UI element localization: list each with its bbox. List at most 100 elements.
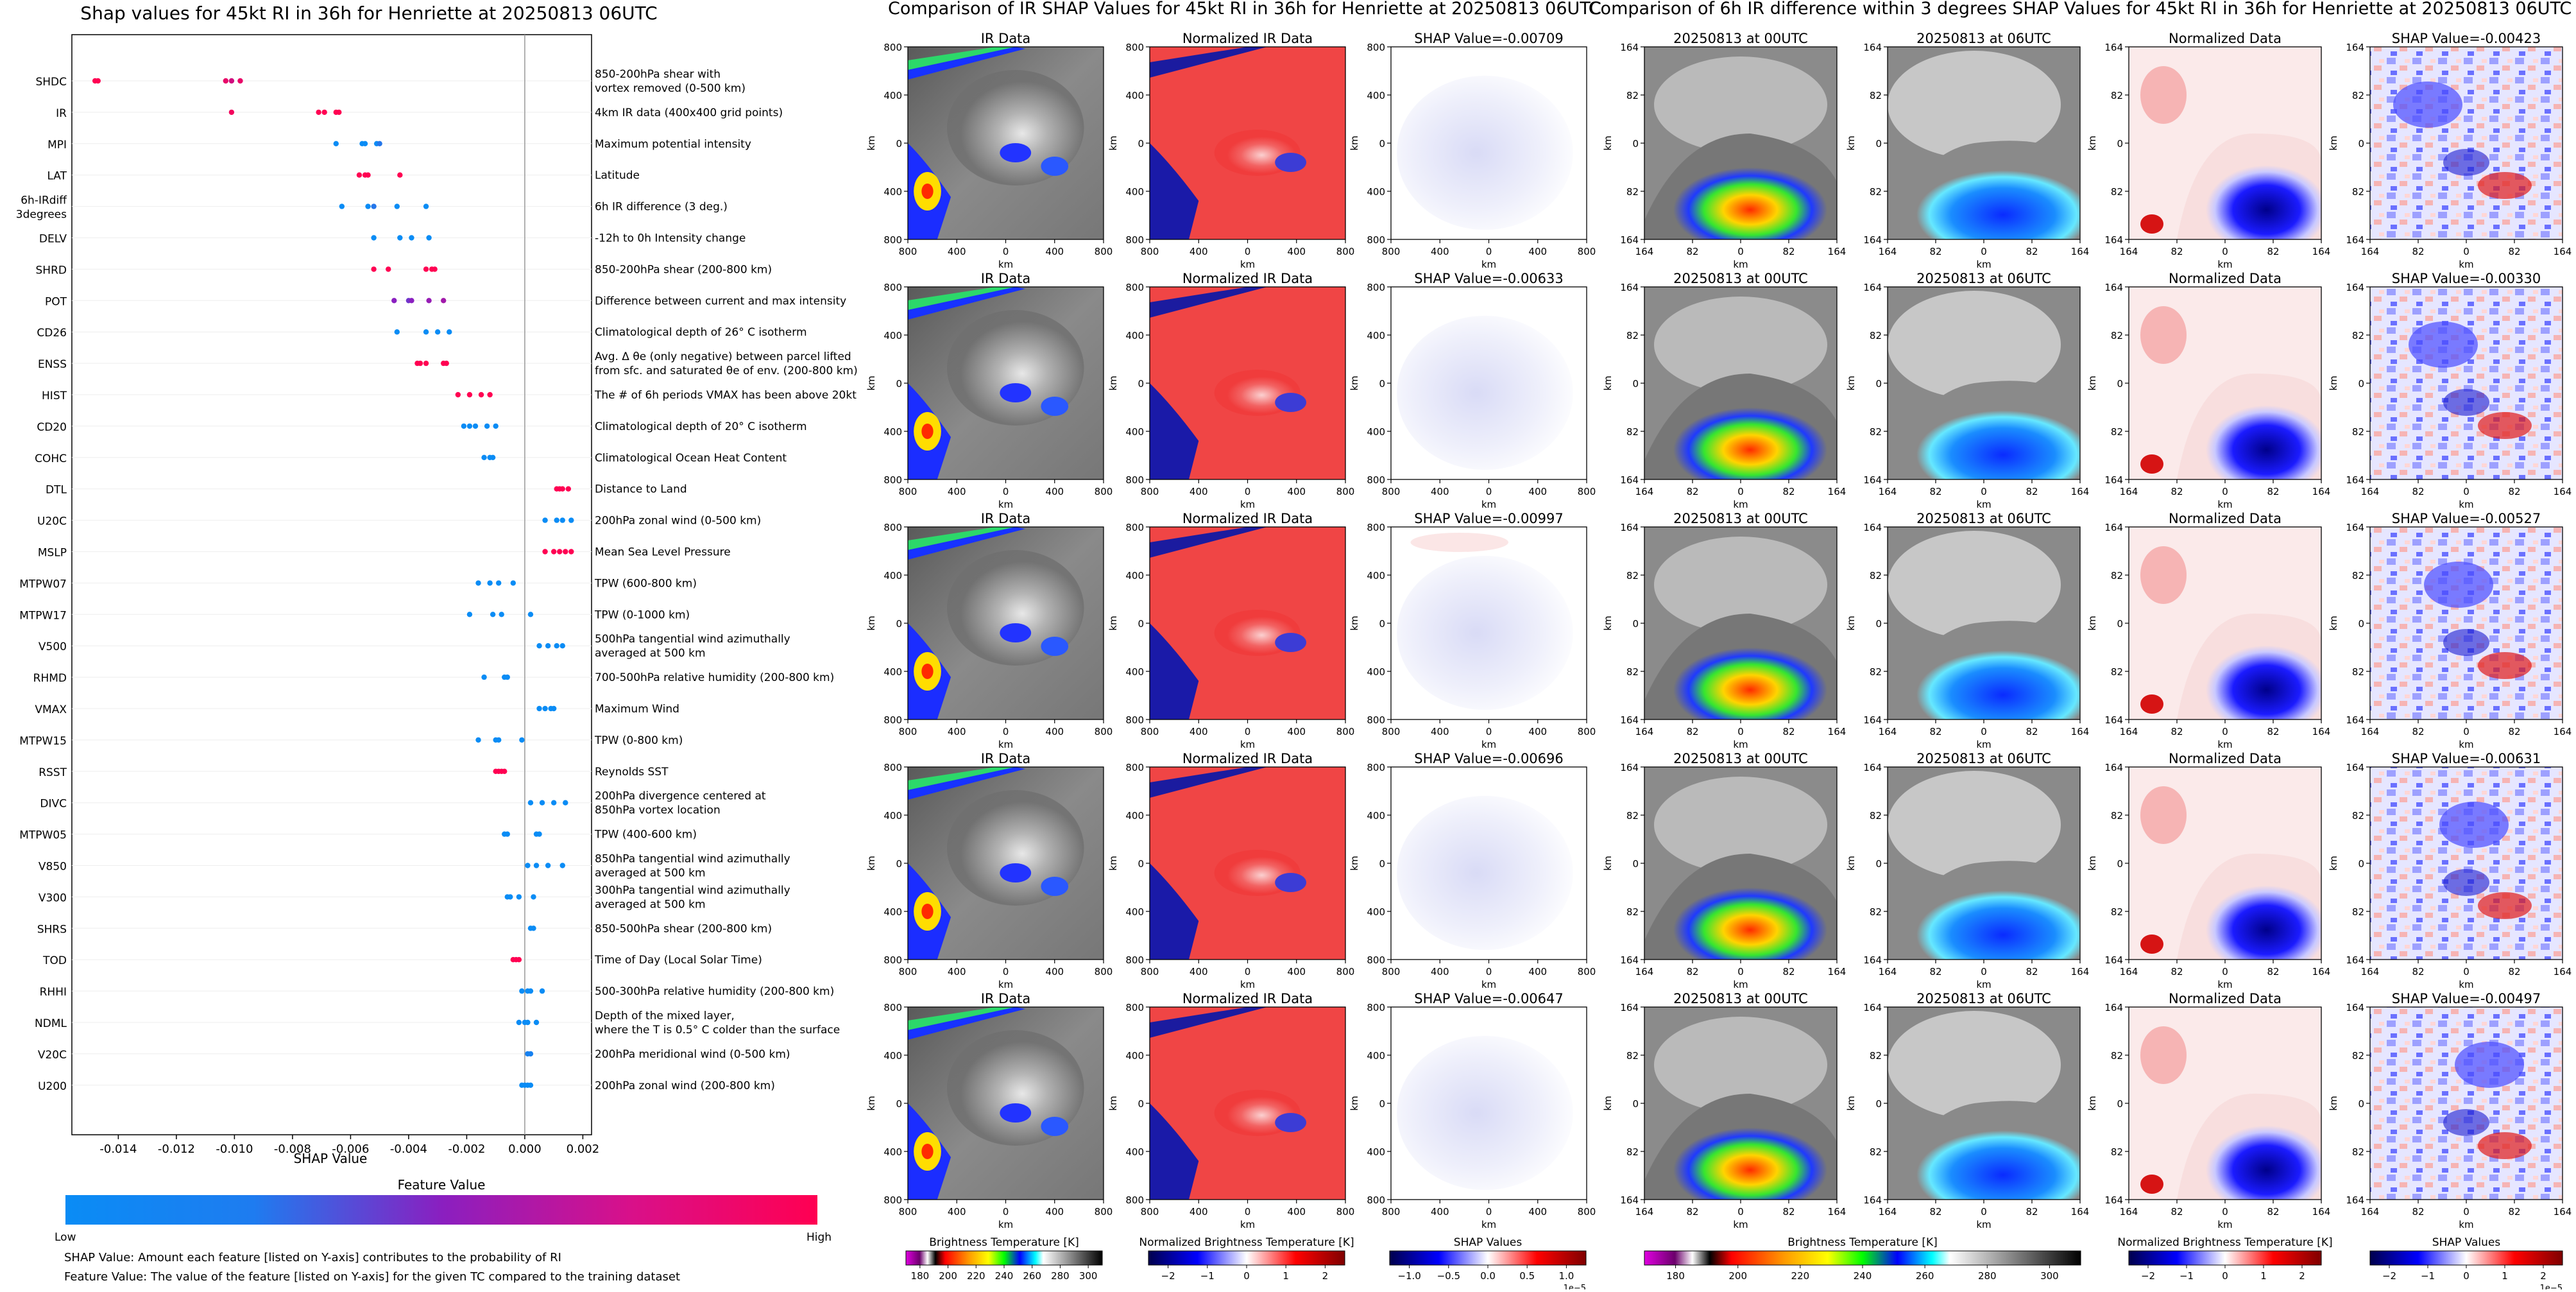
- x-tick-label: 164: [2071, 1206, 2090, 1218]
- y-tick-label: 82: [2352, 90, 2364, 101]
- x-tick-label: 164: [2312, 726, 2331, 737]
- feature-name: CD20: [37, 421, 67, 434]
- x-tick-label: 82: [1686, 726, 1698, 737]
- shap-point: [478, 392, 484, 398]
- x-tick-label: 164: [2071, 246, 2090, 257]
- shap-point: [536, 643, 542, 649]
- panel-title: Normalized IR Data: [1182, 271, 1313, 286]
- convection-red: [921, 424, 934, 439]
- shap-point: [333, 141, 339, 146]
- y-tick-label: 82: [2111, 810, 2123, 822]
- shap-point: [487, 580, 493, 586]
- colorbar-scale: 1e−5: [1564, 1284, 1586, 1289]
- shap-point: [397, 172, 403, 178]
- x-tick-label: 164: [1879, 486, 1897, 497]
- shap-pos-blob: [2478, 412, 2532, 439]
- x-tick-label: 164: [2312, 246, 2331, 257]
- x-tick-label: 164: [2312, 966, 2331, 978]
- shap-point: [423, 360, 429, 366]
- y-tick-label: 800: [1367, 282, 1385, 293]
- norm-red-patch: [2140, 306, 2187, 364]
- colorbar-tick-label: 1.0: [1558, 1270, 1574, 1282]
- shap-point: [432, 266, 438, 272]
- y-tick-label: 164: [2104, 762, 2123, 773]
- x-axis-label: km: [2217, 259, 2232, 270]
- y-tick-label: 400: [1125, 666, 1144, 678]
- x-axis-label: km: [2217, 1219, 2232, 1230]
- shap-point: [539, 800, 545, 805]
- colorbar-tick-label: −2: [2382, 1270, 2396, 1282]
- feature-name: LAT: [47, 170, 67, 183]
- feature-description: 200hPa zonal wind (0-500 km): [595, 515, 761, 528]
- y-tick-label: 800: [883, 282, 902, 293]
- feature-description: -12h to 0h Intensity change: [595, 232, 746, 245]
- feature-name: RSST: [38, 766, 67, 779]
- norm-blue-region: [2177, 614, 2321, 719]
- x-tick-label: 400: [1045, 246, 1064, 257]
- x-axis-label: km: [1733, 499, 1748, 510]
- feature-description: The # of 6h periods VMAX has been above …: [594, 389, 857, 402]
- y-axis-label: km: [2328, 616, 2339, 630]
- y-tick-label: 0: [1632, 618, 1639, 630]
- shap-point: [356, 172, 363, 178]
- shap-point: [504, 831, 510, 837]
- x-tick-label: 800: [1578, 486, 1596, 497]
- storm-eye-band: [1000, 623, 1032, 642]
- diff-shap-map: [2370, 527, 2563, 719]
- y-tick-label: 800: [1367, 1002, 1385, 1013]
- y-axis-label: km: [1107, 616, 1119, 630]
- y-tick-label: 82: [2352, 1050, 2364, 1062]
- y-axis-label: km: [2086, 135, 2098, 150]
- cloud-band: [1888, 291, 2061, 399]
- y-axis-label: km: [1602, 135, 1614, 150]
- cold-region: [1888, 861, 2080, 960]
- x-tick-label: 164: [2120, 486, 2138, 497]
- x-tick-label: 800: [1382, 966, 1401, 978]
- y-tick-label: 164: [1620, 474, 1639, 486]
- norm-coast: [1150, 767, 1267, 798]
- colorbar-tick-label: 260: [1916, 1270, 1934, 1282]
- feature-name: MTPW15: [19, 735, 67, 748]
- feature-row: TOD Time of Day (Local Solar Time): [42, 954, 762, 967]
- y-axis-label: km: [1349, 856, 1360, 870]
- shap-point: [516, 894, 522, 900]
- y-tick-label: 0: [1379, 618, 1385, 630]
- cloud-band: [1888, 531, 2061, 639]
- x-tick-label: 800: [1336, 966, 1355, 978]
- colorbar-label: Brightness Temperature [K]: [929, 1236, 1079, 1249]
- panel-title: SHAP Value=-0.00997: [1414, 511, 1564, 526]
- norm-red-spot: [2140, 454, 2163, 474]
- y-tick-label: 82: [2352, 1146, 2364, 1158]
- shap-point: [533, 863, 540, 868]
- x-axis-label: km: [2459, 259, 2473, 270]
- feature-description: vortex removed (0-500 km): [595, 82, 746, 95]
- y-tick-label: 164: [2346, 474, 2364, 486]
- cloud-band: [1654, 537, 1827, 633]
- y-axis-label: km: [866, 856, 877, 870]
- colorbar-tick-label: 200: [1728, 1270, 1747, 1282]
- shap-point: [559, 863, 565, 868]
- feature-description: Mean Sea Level Pressure: [595, 546, 731, 559]
- x-tick-label: 800: [1336, 486, 1355, 497]
- storm-cells: [1041, 157, 1069, 176]
- feature-description: Depth of the mixed layer,: [595, 1010, 735, 1022]
- y-axis-label: km: [2328, 1096, 2339, 1110]
- panel-title: SHAP Value=-0.00330: [2392, 271, 2541, 286]
- convection-red: [921, 1144, 934, 1159]
- cold-region: [1888, 621, 2080, 719]
- feature-description: Reynolds SST: [595, 766, 669, 779]
- colorbar-tick-label: 300: [1079, 1270, 1098, 1282]
- feature-name: ENSS: [38, 358, 67, 371]
- y-tick-label: 0: [1875, 1098, 1882, 1110]
- x-tick-label: 400: [1190, 966, 1208, 978]
- cold-tops: [1644, 134, 1837, 239]
- y-tick-label: 82: [2352, 666, 2364, 678]
- y-tick-label: 82: [2352, 906, 2364, 918]
- summary-title: Shap values for 45kt RI in 36h for Henri…: [80, 3, 657, 24]
- y-axis-label: km: [2328, 135, 2339, 150]
- y-axis-label: km: [866, 135, 877, 150]
- feature-row: V300 300hPa tangential wind azimuthallyav…: [38, 884, 790, 911]
- feature-name: RHMD: [33, 672, 67, 685]
